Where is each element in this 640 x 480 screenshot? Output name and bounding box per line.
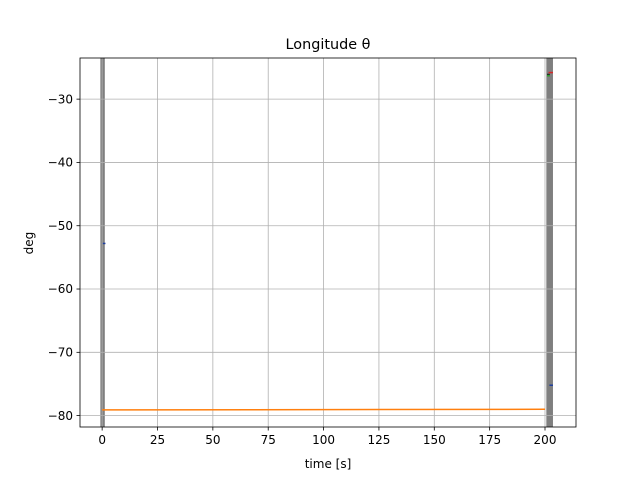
shaded-bands	[100, 58, 553, 427]
x-tick-label-3: 75	[261, 433, 276, 447]
axes-frame	[79, 57, 577, 428]
grid-lines	[80, 58, 576, 427]
plot-frame	[79, 57, 577, 428]
x-tick-label-2: 50	[205, 433, 220, 447]
y-tick-label-4: −40	[48, 156, 73, 170]
plot-area	[80, 58, 576, 427]
data-series	[102, 71, 553, 411]
chart-title: Longitude θ	[286, 37, 371, 53]
series-line-1	[102, 408, 546, 411]
axis-ticks: 0 25 50 75 100 125 150 175 200 −80 −70 −60 −50 −40 −30	[48, 92, 557, 447]
x-tick-label-4: 100	[312, 433, 335, 447]
x-tick-label-1: 25	[150, 433, 165, 447]
plot-background	[80, 58, 576, 427]
x-tick-label-0: 0	[98, 433, 106, 447]
y-tick-label-5: −30	[48, 92, 73, 106]
x-tick-label-6: 150	[423, 433, 446, 447]
x-tick-label-5: 125	[367, 433, 390, 447]
shaded-band-1	[100, 58, 105, 427]
y-tick-label-2: −60	[48, 282, 73, 296]
shaded-band-2	[546, 58, 553, 427]
y-axis-title: deg	[22, 232, 36, 255]
x-axis-title: time [s]	[305, 457, 352, 471]
x-tick-label-8: 200	[534, 433, 557, 447]
y-tick-label-1: −70	[48, 346, 73, 360]
y-tick-label-0: −80	[48, 409, 73, 423]
x-tick-label-7: 175	[478, 433, 501, 447]
y-tick-label-3: −50	[48, 219, 73, 233]
